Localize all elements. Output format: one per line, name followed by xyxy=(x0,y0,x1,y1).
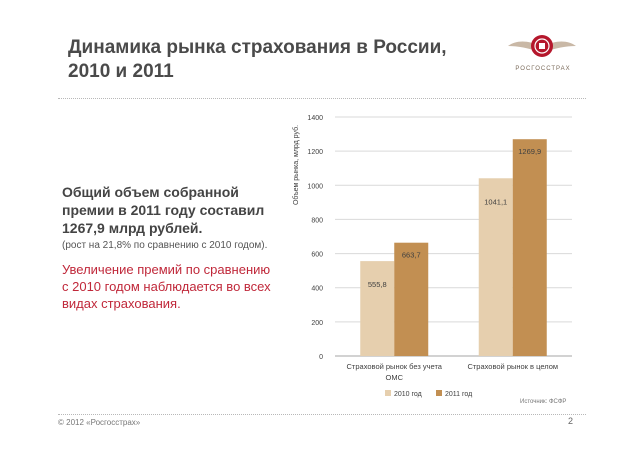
growth-note: (рост на 21,8% по сравнению с 2010 годом… xyxy=(62,240,268,251)
legend-label: 2010 год xyxy=(394,391,422,398)
bar-2011 xyxy=(512,139,547,356)
y-tick-label: 800 xyxy=(311,217,323,224)
data-label: 1269,9 xyxy=(518,147,541,156)
bar-2011 xyxy=(394,242,429,356)
footer-divider xyxy=(58,414,586,415)
y-tick-label: 1200 xyxy=(307,149,323,156)
copyright: © 2012 «Росгосстрах» xyxy=(58,418,141,427)
title-line-2: 2010 и 2011 xyxy=(68,61,174,82)
summary-line-1: Общий объем собранной xyxy=(62,184,239,200)
y-tick-label: 400 xyxy=(311,286,323,293)
increase-line-3: видах страхования. xyxy=(62,296,181,311)
bar-2010 xyxy=(360,261,395,356)
bar-2010 xyxy=(478,178,513,356)
data-label: 555,8 xyxy=(368,280,387,289)
company-logo xyxy=(508,35,576,57)
logo-text: РОСГОССТРАХ xyxy=(515,66,571,72)
summary-block: Общий объем собранной премии в 2011 году… xyxy=(62,183,287,253)
y-tick-label: 1400 xyxy=(307,115,323,122)
y-tick-label: 1000 xyxy=(307,183,323,190)
x-category-label: Страховой рынок без учета xyxy=(347,362,443,371)
page-number: 2 xyxy=(568,416,574,426)
summary-line-3: 1267,9 млрд рублей. xyxy=(62,220,203,236)
page-title: Динамика рынка страхования в России, 201… xyxy=(68,36,488,84)
y-tick-label: 600 xyxy=(311,252,323,259)
increase-line-1: Увеличение премий по сравнению xyxy=(62,262,271,277)
increase-block: Увеличение премий по сравнению с 2010 го… xyxy=(62,261,287,312)
increase-line-2: с 2010 годом наблюдается во всех xyxy=(62,279,271,294)
summary-line-2: премии в 2011 году составил xyxy=(62,202,265,218)
y-axis-label: Объем рынка, млрд руб. xyxy=(292,125,300,205)
x-category-label: ОМС xyxy=(386,373,404,382)
header-divider xyxy=(58,98,586,99)
legend-swatch-2010 xyxy=(385,390,391,396)
data-label: 1041,1 xyxy=(484,197,507,206)
source-note: Источник: ФСФР xyxy=(520,399,567,405)
y-tick-label: 200 xyxy=(311,320,323,327)
legend-swatch-2011 xyxy=(436,390,442,396)
x-category-label: Страховой рынок в целом xyxy=(467,362,558,371)
y-tick-label: 0 xyxy=(319,354,323,361)
title-line-1: Динамика рынка страхования в России, xyxy=(68,37,447,58)
data-label: 663,7 xyxy=(402,251,421,260)
legend-label: 2011 год xyxy=(445,391,472,398)
